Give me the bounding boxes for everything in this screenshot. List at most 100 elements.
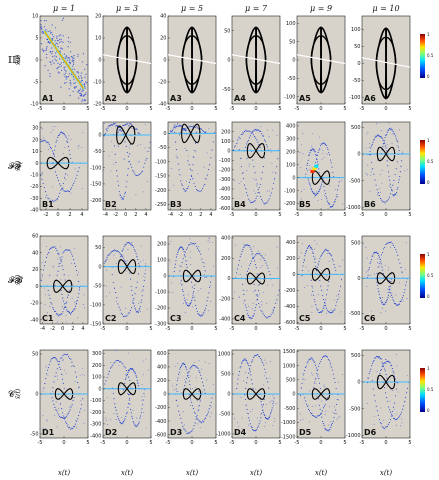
data-point bbox=[390, 241, 392, 243]
data-point bbox=[207, 248, 209, 250]
data-point bbox=[177, 405, 179, 407]
data-point bbox=[48, 294, 50, 296]
colorbar-tick-label: 0 bbox=[427, 180, 430, 185]
data-point bbox=[110, 170, 112, 172]
data-point bbox=[120, 312, 122, 314]
data-point bbox=[59, 63, 61, 66]
data-point bbox=[379, 265, 381, 267]
y-tick-label: -100 bbox=[349, 95, 360, 101]
data-point bbox=[54, 145, 56, 147]
data-point bbox=[392, 370, 394, 372]
data-point bbox=[128, 403, 130, 405]
data-point bbox=[67, 46, 69, 48]
data-point bbox=[75, 300, 77, 302]
data-point bbox=[378, 419, 380, 421]
data-point bbox=[122, 255, 124, 257]
x-tick-label: 5 bbox=[408, 212, 411, 218]
data-point bbox=[135, 252, 137, 255]
data-point bbox=[254, 430, 256, 432]
data-point bbox=[47, 289, 49, 291]
data-point bbox=[259, 253, 261, 255]
y-tick-label: 20 bbox=[32, 137, 38, 143]
data-point bbox=[384, 145, 386, 147]
data-point bbox=[399, 176, 401, 178]
data-point bbox=[242, 131, 244, 133]
data-point bbox=[175, 388, 177, 390]
data-point bbox=[321, 158, 323, 160]
data-point bbox=[237, 378, 239, 380]
data-point bbox=[237, 264, 239, 266]
data-point bbox=[258, 144, 260, 146]
data-point bbox=[45, 294, 46, 296]
x-tick-label: 5 bbox=[343, 212, 346, 218]
data-point bbox=[77, 296, 79, 298]
data-point bbox=[240, 133, 242, 135]
data-point bbox=[327, 148, 329, 150]
data-point bbox=[128, 376, 130, 378]
data-point bbox=[384, 137, 386, 139]
data-point bbox=[126, 270, 128, 272]
data-point bbox=[399, 129, 401, 131]
data-point bbox=[45, 366, 47, 368]
data-point bbox=[325, 299, 327, 301]
data-point bbox=[105, 260, 107, 262]
data-point bbox=[51, 247, 53, 249]
data-point bbox=[371, 362, 373, 364]
y-tick-label: -250 bbox=[155, 202, 166, 208]
data-point bbox=[79, 411, 81, 413]
data-point bbox=[378, 195, 380, 197]
data-point bbox=[249, 246, 251, 248]
panel-label-B1: B1 bbox=[42, 200, 54, 209]
data-point bbox=[64, 75, 66, 78]
data-point bbox=[46, 194, 48, 196]
data-point bbox=[396, 139, 398, 141]
data-point bbox=[203, 312, 205, 314]
data-point bbox=[131, 307, 133, 309]
data-point bbox=[385, 147, 387, 149]
data-point bbox=[328, 360, 330, 362]
data-point bbox=[205, 304, 207, 306]
data-point bbox=[256, 354, 258, 356]
data-point bbox=[137, 381, 138, 383]
data-point bbox=[79, 89, 81, 92]
data-point bbox=[241, 362, 243, 364]
data-point bbox=[103, 262, 105, 264]
data-point bbox=[320, 255, 322, 257]
data-point bbox=[367, 377, 368, 379]
data-point bbox=[191, 430, 193, 432]
data-point bbox=[134, 373, 136, 375]
data-point bbox=[264, 140, 267, 142]
data-point bbox=[131, 289, 133, 291]
data-point bbox=[67, 190, 69, 192]
data-point bbox=[76, 420, 78, 422]
data-point bbox=[267, 317, 269, 319]
data-point bbox=[327, 285, 329, 287]
data-point bbox=[368, 269, 370, 271]
data-point bbox=[337, 298, 339, 300]
data-point bbox=[60, 258, 62, 260]
data-point bbox=[60, 38, 62, 41]
data-point bbox=[369, 150, 371, 152]
data-point bbox=[184, 256, 186, 258]
panel-C2: 500-50-100-150-5 0 5C2 bbox=[90, 235, 153, 332]
x-tick-label: 0 bbox=[124, 212, 127, 218]
data-point bbox=[46, 46, 48, 48]
data-point bbox=[45, 141, 47, 143]
data-point bbox=[367, 377, 369, 379]
data-point bbox=[394, 395, 396, 397]
data-point bbox=[253, 260, 256, 262]
data-point bbox=[260, 417, 262, 419]
data-point bbox=[308, 404, 310, 406]
data-point bbox=[244, 358, 246, 360]
data-point bbox=[391, 243, 393, 245]
data-point bbox=[238, 136, 240, 138]
data-point bbox=[301, 269, 303, 272]
limit-cycle bbox=[376, 146, 396, 162]
panel-label-A6: A6 bbox=[364, 94, 376, 103]
data-point bbox=[251, 130, 253, 132]
data-point bbox=[319, 382, 321, 384]
data-point bbox=[324, 307, 326, 309]
data-point bbox=[330, 421, 332, 423]
data-point bbox=[327, 310, 329, 312]
